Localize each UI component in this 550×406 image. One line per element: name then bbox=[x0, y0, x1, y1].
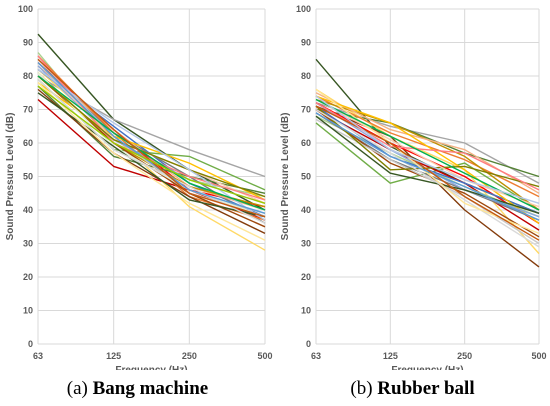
series-line-14 bbox=[37, 58, 266, 214]
series-line-28 bbox=[37, 75, 266, 211]
series-line-25 bbox=[315, 112, 540, 221]
caption-title: Bang machine bbox=[92, 378, 209, 399]
chart-panel-rubber-ball: 0 10 20 30 40 50 60 70 80 90 100 63 125 250 500 Frequen… bbox=[275, 0, 550, 406]
y-tick-label: 60 bbox=[23, 138, 33, 148]
caption-rubber-ball: (b) Rubber ball bbox=[275, 378, 550, 400]
chart-bang-machine: 0 10 20 30 40 50 60 70 80 90 100 63 125 250 500 Frequen… bbox=[5, 4, 273, 370]
series-line-20 bbox=[37, 62, 266, 204]
chart-rubber-ball: 0 10 20 30 40 50 60 70 80 90 100 63 125 250 500 Frequen… bbox=[280, 4, 547, 370]
x-tick-label: 250 bbox=[182, 351, 197, 361]
caption-prefix: (b) bbox=[350, 378, 373, 399]
series-line-26 bbox=[37, 68, 266, 221]
y-tick-label: 40 bbox=[23, 205, 33, 215]
series-line-23 bbox=[37, 75, 266, 198]
y-tick-label: 80 bbox=[301, 71, 311, 81]
y-tick-label: 30 bbox=[301, 239, 311, 249]
series-line-28 bbox=[315, 95, 540, 204]
y-tick-label: 100 bbox=[18, 4, 33, 14]
y-tick-label: 0 bbox=[28, 339, 33, 349]
series-line-8 bbox=[315, 108, 540, 231]
series-line-27 bbox=[37, 62, 266, 214]
series-line-6 bbox=[315, 88, 540, 255]
y-tick-label: 0 bbox=[306, 339, 311, 349]
series-line-13 bbox=[37, 55, 266, 221]
x-tick-label: 500 bbox=[257, 351, 272, 361]
y-tick-label: 50 bbox=[23, 172, 33, 182]
y-tick-label: 20 bbox=[23, 272, 33, 282]
chart-panel-bang-machine: 0 10 20 30 40 50 60 70 80 90 100 63 125 250 500 Frequen… bbox=[0, 4, 275, 400]
y-tick-label: 30 bbox=[23, 239, 33, 249]
y-tick-label: 50 bbox=[301, 172, 311, 182]
series-line-16 bbox=[37, 88, 266, 235]
y-tick-label: 70 bbox=[23, 105, 33, 115]
series-line-19 bbox=[315, 105, 540, 188]
caption-prefix: (a) bbox=[66, 378, 88, 399]
series-line-25 bbox=[37, 82, 266, 241]
x-tick-label: 63 bbox=[311, 351, 321, 361]
x-tick-label: 500 bbox=[531, 351, 546, 361]
series-line-1 bbox=[315, 58, 540, 214]
series-line-30 bbox=[37, 85, 266, 204]
x-tick-label: 125 bbox=[383, 351, 398, 361]
y-tick-label: 10 bbox=[301, 306, 311, 316]
series-line-1 bbox=[37, 33, 266, 211]
y-axis-title: Sound Pressure Level (dB) bbox=[5, 113, 16, 241]
x-tick-label: 63 bbox=[33, 351, 43, 361]
caption-bang-machine: (a) Bang machine bbox=[0, 378, 275, 400]
y-tick-label: 80 bbox=[23, 71, 33, 81]
x-tick-label: 125 bbox=[106, 351, 121, 361]
y-tick-label: 10 bbox=[23, 306, 33, 316]
y-tick-label: 20 bbox=[301, 272, 311, 282]
caption-title: Rubber ball bbox=[377, 378, 475, 399]
y-axis-title: Sound Pressure Level (dB) bbox=[280, 113, 291, 241]
y-tick-label: 70 bbox=[301, 105, 311, 115]
y-tick-label: 40 bbox=[301, 205, 311, 215]
series-line-16 bbox=[315, 95, 540, 224]
series-line-20 bbox=[315, 98, 540, 208]
y-tick-label: 90 bbox=[301, 38, 311, 48]
x-tick-label: 250 bbox=[457, 351, 472, 361]
x-axis-title: Frequency (Hz) bbox=[391, 365, 463, 370]
y-tick-label: 60 bbox=[301, 138, 311, 148]
y-tick-label: 100 bbox=[296, 4, 311, 14]
series-line-23 bbox=[315, 108, 540, 248]
series-line-22 bbox=[37, 92, 266, 218]
x-axis-title: Frequency (Hz) bbox=[115, 365, 187, 370]
series-line-17 bbox=[315, 118, 540, 245]
series-line-22 bbox=[315, 115, 540, 214]
series-line-27 bbox=[315, 105, 540, 241]
y-tick-label: 90 bbox=[23, 38, 33, 48]
